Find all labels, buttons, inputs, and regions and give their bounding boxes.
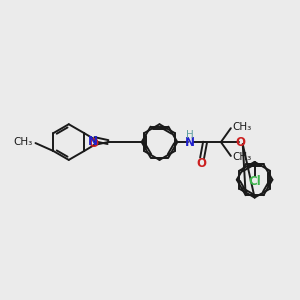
Text: CH₃: CH₃ — [13, 137, 32, 147]
Text: CH₃: CH₃ — [233, 152, 252, 162]
Text: N: N — [185, 136, 195, 148]
Text: CH₃: CH₃ — [233, 122, 252, 132]
Text: O: O — [236, 136, 246, 148]
Text: O: O — [196, 158, 206, 170]
Text: Cl: Cl — [248, 175, 261, 188]
Text: H: H — [186, 130, 194, 140]
Text: N: N — [88, 135, 98, 148]
Text: O: O — [88, 136, 98, 150]
